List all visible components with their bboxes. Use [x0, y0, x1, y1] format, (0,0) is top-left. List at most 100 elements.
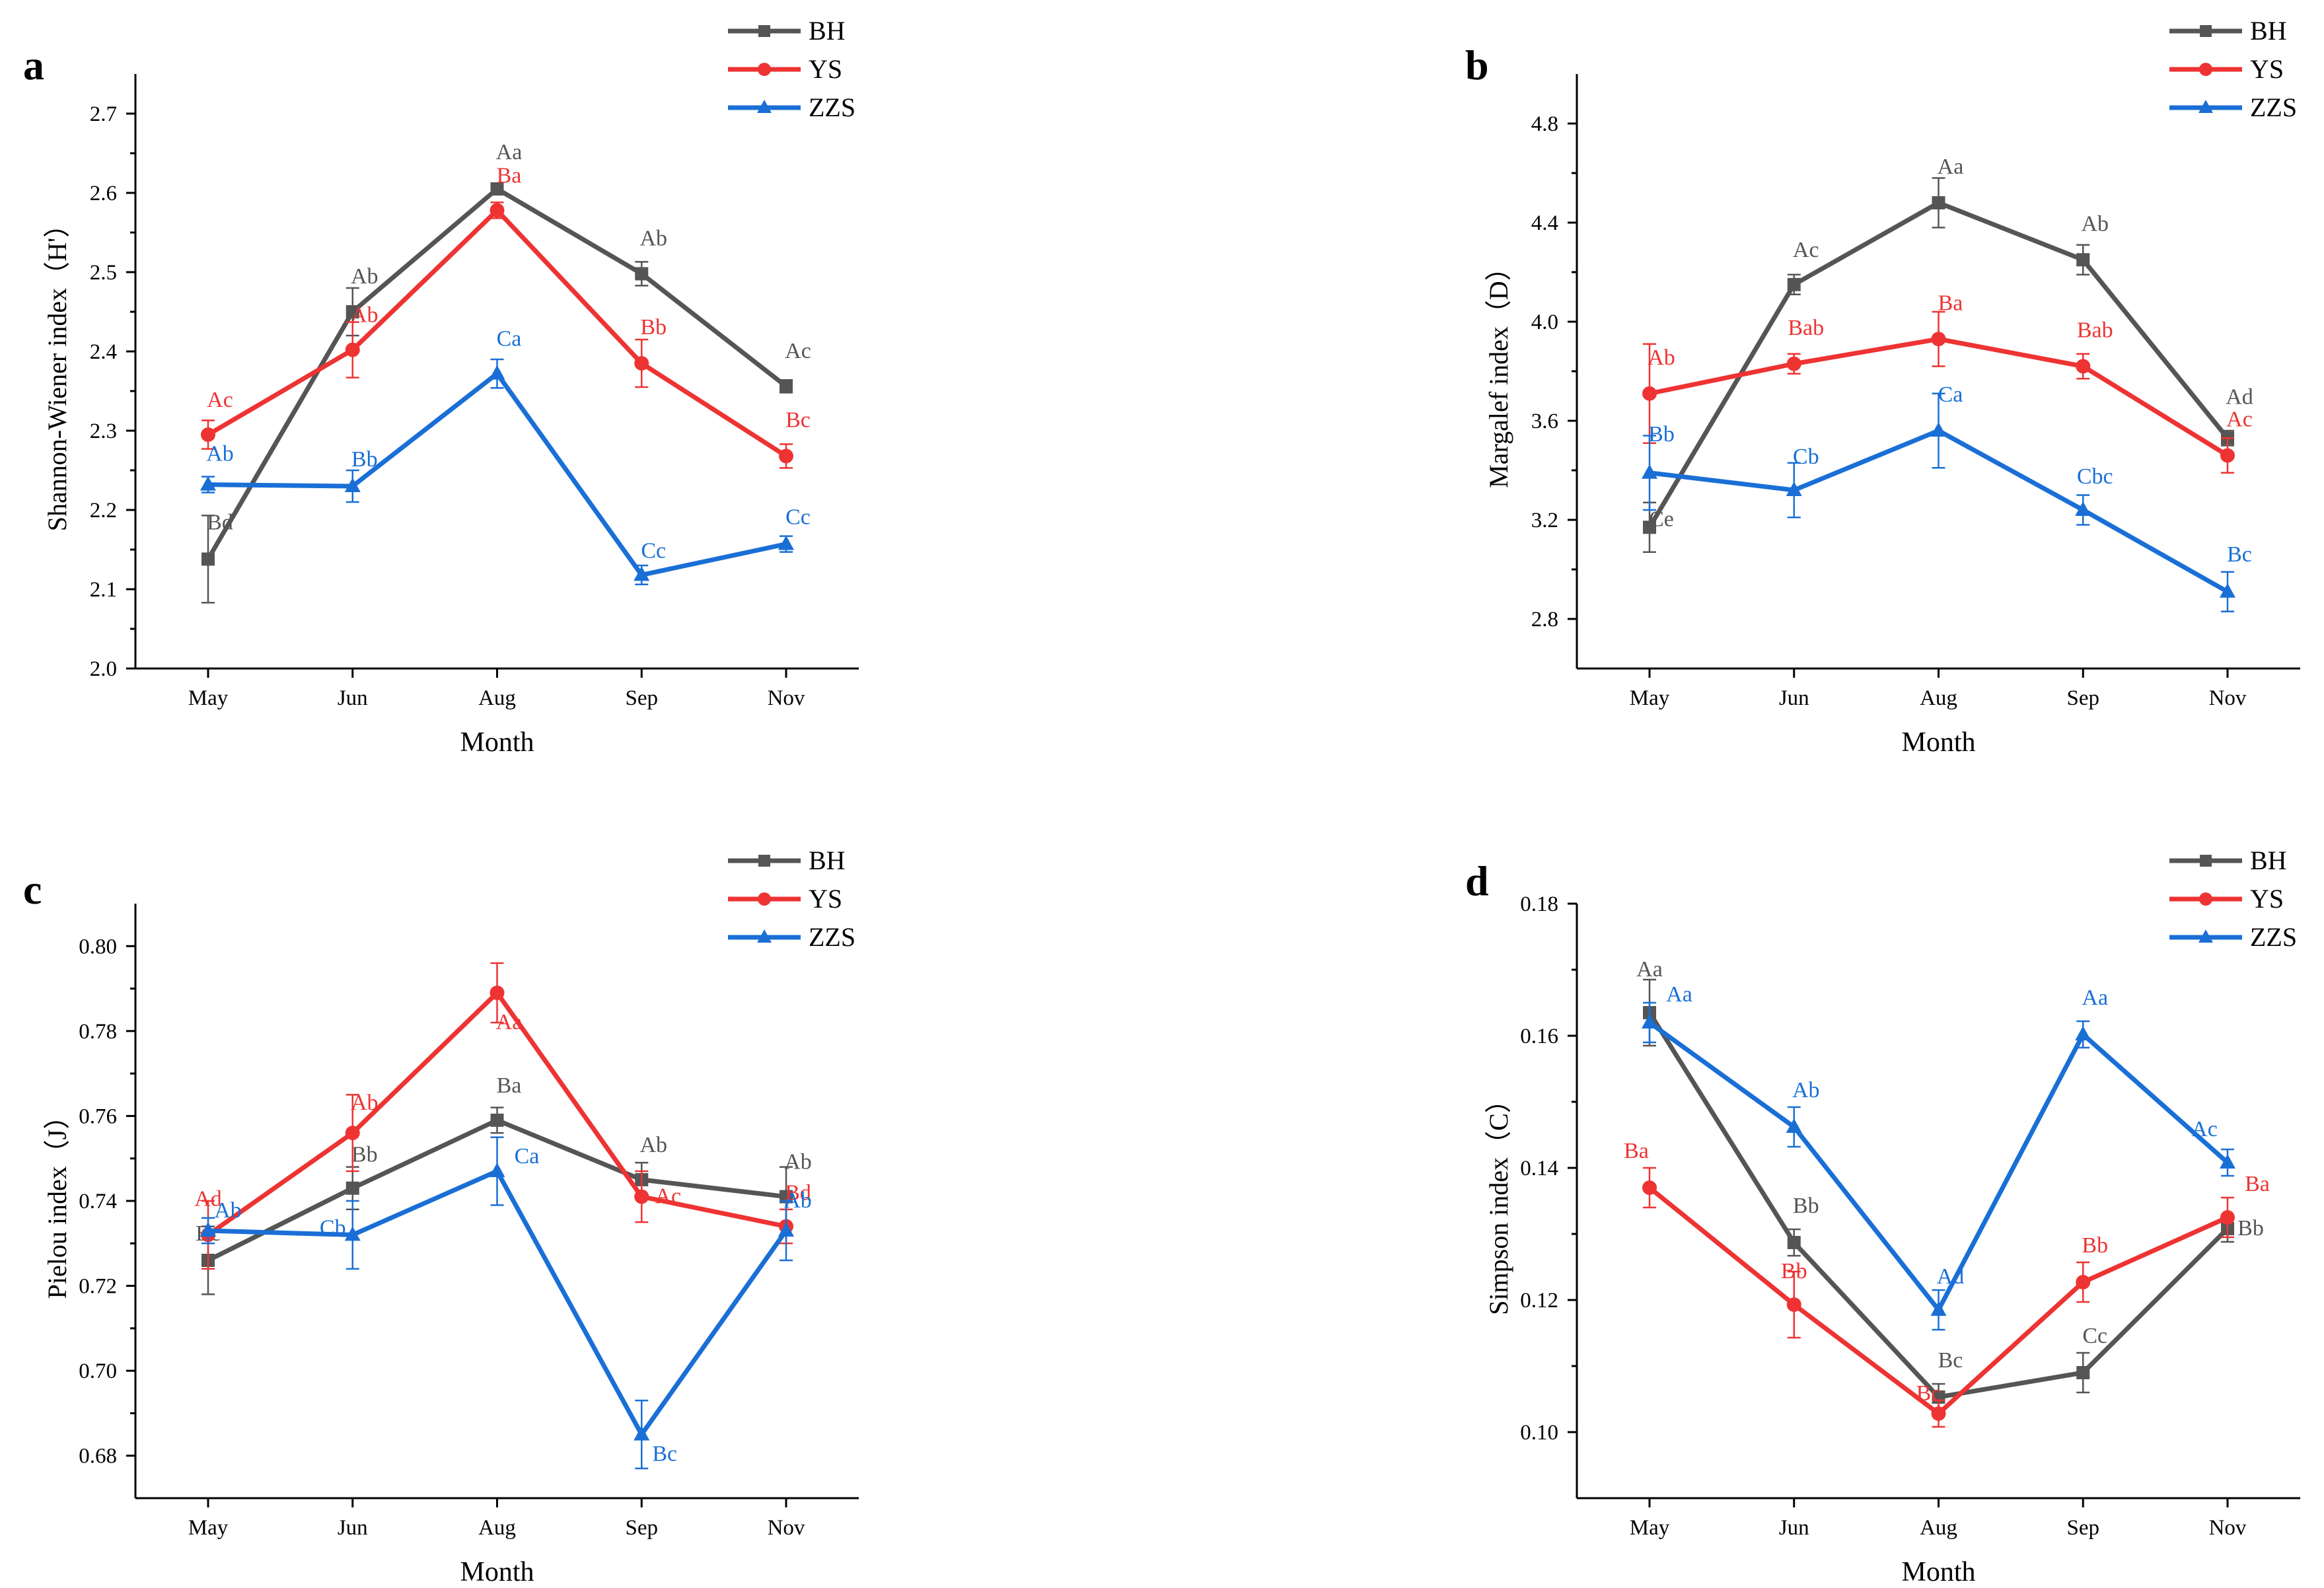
data-label-BH: Ac: [1793, 238, 1819, 262]
legend-marker-YS: [758, 892, 771, 906]
data-label-BH: Ad: [2226, 384, 2253, 409]
legend-label-YS: YS: [2250, 884, 2284, 914]
panel-letter-b: b: [1465, 42, 1489, 89]
marker-ZZS: [489, 1163, 505, 1177]
data-label-ZZS: Bc: [652, 1442, 677, 1466]
y-tick-label: 2.7: [90, 102, 117, 126]
data-label-YS: Ac: [207, 388, 233, 412]
x-tick-label: Sep: [2067, 686, 2100, 710]
legend-marker-BH: [758, 855, 770, 867]
marker-BH: [635, 267, 649, 281]
data-label-YS: Ab: [351, 1091, 379, 1115]
data-label-YS: Ba: [2245, 1172, 2270, 1196]
marker-ZZS: [2220, 1154, 2235, 1169]
legend-marker-BH: [2200, 25, 2212, 37]
y-tick-label: 2.4: [90, 340, 117, 364]
x-axis-title: Month: [1901, 727, 1975, 758]
marker-ZZS: [200, 476, 216, 491]
marker-BH: [345, 305, 359, 318]
marker-YS: [345, 342, 360, 357]
x-tick-label: Aug: [478, 1516, 516, 1540]
marker-ZZS: [1642, 464, 1657, 479]
data-label-BH: Ac: [785, 339, 811, 363]
data-label-YS: Ab: [1648, 345, 1675, 370]
marker-ZZS: [200, 1222, 216, 1237]
marker-ZZS: [1930, 1301, 1947, 1316]
y-tick-label: 4.8: [1531, 112, 1558, 136]
y-tick-label: 3.6: [1531, 410, 1558, 433]
marker-YS: [1931, 332, 1946, 347]
data-label-BH: Bb: [2237, 1216, 2264, 1241]
data-label-BH: Ba: [497, 1073, 522, 1098]
data-label-ZZS: Bc: [2227, 542, 2252, 567]
legend-label-ZZS: ZZS: [2250, 922, 2297, 952]
x-tick-label: Nov: [2209, 686, 2247, 710]
legend-label-BH: BH: [809, 846, 846, 875]
data-label-YS: Bb: [2082, 1233, 2108, 1258]
data-label-ZZS: Cbc: [2077, 464, 2113, 489]
data-label-BH: Bc: [1938, 1348, 1963, 1373]
marker-YS: [1642, 386, 1657, 401]
marker-YS: [2076, 359, 2091, 374]
x-tick-label: Nov: [2209, 1516, 2247, 1540]
data-label-ZZS: Ab: [1792, 1078, 1820, 1102]
marker-ZZS: [1786, 1118, 1802, 1133]
data-label-BH: Aa: [1636, 957, 1663, 982]
marker-ZZS: [2075, 501, 2091, 516]
x-tick-label: May: [1630, 686, 1670, 710]
data-label-YS: Bb: [1781, 1259, 1807, 1283]
data-label-YS: Bb: [640, 315, 667, 340]
marker-BH: [2076, 253, 2090, 267]
x-axis-title: Month: [1901, 1557, 1975, 1587]
data-label-BH: Aa: [1938, 155, 1964, 179]
x-tick-label: Aug: [1920, 686, 1957, 710]
data-label-BH: Bb: [1793, 1194, 1819, 1218]
data-label-ZZS: Ab: [214, 1198, 242, 1223]
y-tick-label: 0.72: [79, 1275, 117, 1299]
y-tick-label: 0.10: [1520, 1421, 1558, 1445]
marker-ZZS: [1930, 422, 1947, 437]
data-label-ZZS: Cc: [785, 505, 811, 530]
x-tick-label: Jun: [1779, 1516, 1809, 1540]
data-label-YS: Ac: [655, 1184, 681, 1209]
x-axis-title: Month: [460, 1557, 534, 1587]
marker-BH: [490, 182, 504, 196]
marker-YS: [2220, 1210, 2235, 1225]
panel-b-margalef: b 2.8 3.2 3.6 4.0 4.4 4.8 May Jun Aug Sep Nov Month M…: [1465, 16, 2300, 758]
y-tick-label: 2.1: [90, 578, 117, 602]
data-label-ZZS: Ab: [206, 442, 234, 466]
marker-ZZS: [778, 535, 794, 550]
y-tick-label: 0.14: [1520, 1157, 1558, 1180]
data-label-ZZS: Cb: [320, 1215, 346, 1240]
y-tick-label: 3.2: [1531, 509, 1558, 532]
marker-YS: [634, 1189, 649, 1204]
data-label-ZZS: Ac: [2191, 1117, 2218, 1141]
y-tick-label: 0.68: [79, 1445, 117, 1468]
data-label-YS: Ba: [1624, 1139, 1649, 1163]
marker-ZZS: [634, 566, 650, 581]
marker-YS: [1931, 1406, 1946, 1421]
series-line-ZZS: [207, 371, 787, 577]
y-tick-label: 0.16: [1520, 1025, 1558, 1048]
data-label-ZZS: Aa: [2082, 986, 2108, 1010]
legend-label-BH: BH: [2250, 846, 2287, 875]
marker-YS: [490, 986, 505, 1000]
y-tick-label: 2.8: [1531, 608, 1558, 632]
panel-letter-d: d: [1465, 857, 1489, 904]
y-tick-label: 0.74: [79, 1190, 117, 1213]
panel-letter-a: a: [23, 42, 44, 89]
data-label-BH: Bd: [207, 510, 233, 534]
y-tick-label: 0.76: [79, 1104, 117, 1128]
marker-YS: [490, 203, 505, 218]
data-label-ZZS: Ca: [1938, 382, 1963, 407]
data-label-BH: Aa: [496, 140, 523, 164]
legend-marker-YS: [2199, 63, 2212, 76]
x-tick-label: Jun: [338, 1516, 368, 1540]
y-axis-title: Shannon-Wiener index（H'）: [42, 211, 72, 531]
data-label-ZZS: Ca: [515, 1144, 540, 1169]
marker-YS: [779, 449, 793, 464]
panel-c-pielou: c 0.68 0.70 0.72 0.74 0.76 0.78 0.80 May Jun Aug Se…: [23, 846, 859, 1587]
legend-label-BH: BH: [2250, 16, 2287, 46]
marker-YS: [1786, 356, 1801, 371]
